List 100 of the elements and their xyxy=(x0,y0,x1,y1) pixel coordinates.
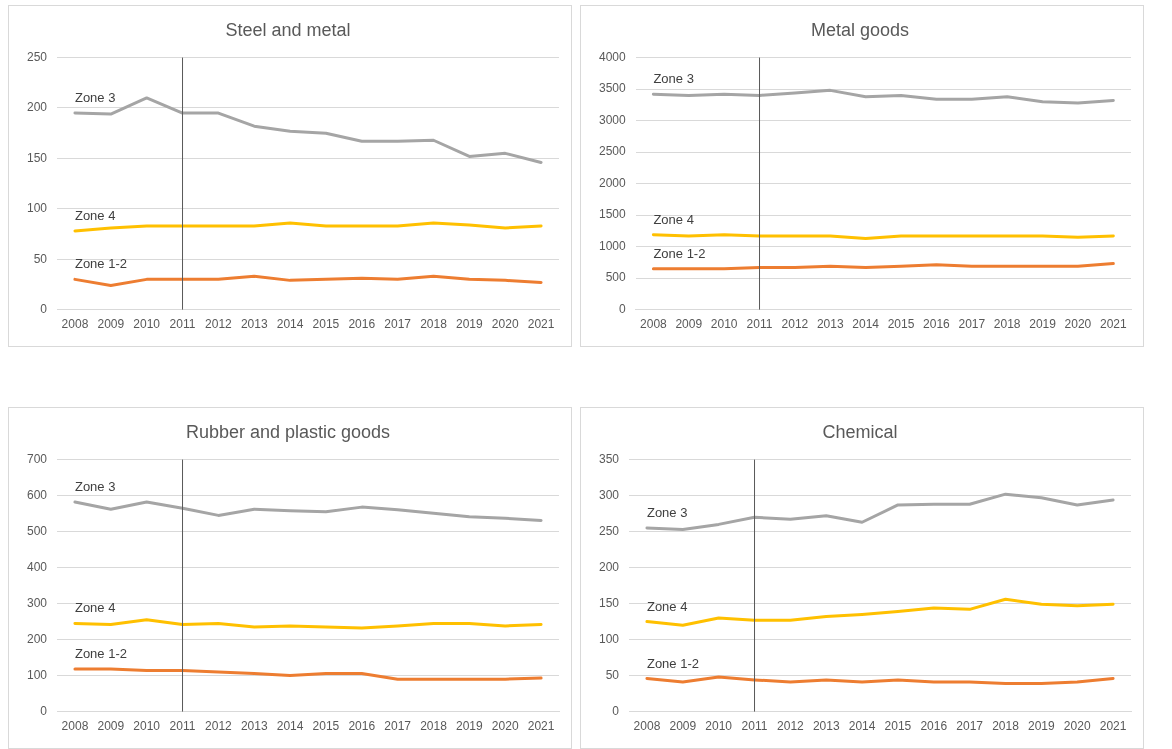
x-tick-label: 2011 xyxy=(169,719,196,734)
y-tick-label: 600 xyxy=(26,487,48,502)
x-tick-label: 2020 xyxy=(491,719,519,734)
y-tick-label: 350 xyxy=(598,451,620,466)
x-tick-label: 2019 xyxy=(1028,719,1056,734)
y-tick-label: 0 xyxy=(612,703,620,718)
x-tick-label: 2011 xyxy=(169,317,196,332)
x-tick-label: 2010 xyxy=(705,719,733,734)
x-tick-label: 2021 xyxy=(1099,317,1127,332)
series-label: Zone 4 xyxy=(74,600,116,616)
y-tick-label: 400 xyxy=(26,559,48,574)
x-tick-label: 2016 xyxy=(348,719,376,734)
series-label: Zone 3 xyxy=(74,479,116,495)
y-tick-label: 250 xyxy=(598,523,620,538)
y-tick-label: 3500 xyxy=(598,81,627,96)
series-label: Zone 1-2 xyxy=(74,256,127,272)
x-tick-label: 2015 xyxy=(312,317,340,332)
x-tick-label: 2008 xyxy=(633,719,661,734)
x-tick-label: 2009 xyxy=(97,719,125,734)
series-label: Zone 3 xyxy=(74,90,116,106)
y-tick-label: 100 xyxy=(26,667,48,682)
x-tick-label: 2020 xyxy=(1064,317,1092,332)
x-tick-label: 2013 xyxy=(240,317,268,332)
x-tick-label: 2017 xyxy=(384,317,412,332)
y-tick-label: 2000 xyxy=(598,175,627,190)
series-label: Zone 3 xyxy=(646,505,688,521)
x-tick-label: 2014 xyxy=(852,317,880,332)
y-tick-label: 4000 xyxy=(598,49,627,64)
x-tick-label: 2012 xyxy=(205,317,233,332)
y-tick-label: 150 xyxy=(598,595,620,610)
x-tick-label: 2021 xyxy=(527,317,555,332)
x-tick-label: 2011 xyxy=(741,719,768,734)
x-tick-label: 2019 xyxy=(1029,317,1057,332)
chart-title: Metal goods xyxy=(810,19,910,40)
x-tick-label: 2008 xyxy=(61,317,89,332)
series-label: Zone 4 xyxy=(646,598,688,614)
x-tick-label: 2010 xyxy=(133,719,161,734)
series-label: Zone 3 xyxy=(653,71,694,87)
x-tick-label: 2015 xyxy=(884,719,912,734)
x-tick-label: 2014 xyxy=(276,317,304,332)
y-tick-label: 1000 xyxy=(598,238,627,253)
y-tick-label: 200 xyxy=(26,631,48,646)
x-tick-label: 2018 xyxy=(420,317,448,332)
x-tick-label: 2018 xyxy=(993,317,1021,332)
x-tick-label: 2013 xyxy=(240,719,268,734)
x-tick-label: 2010 xyxy=(710,317,738,332)
series-label: Zone 4 xyxy=(74,208,116,224)
y-tick-label: 200 xyxy=(598,559,620,574)
chart-title: Rubber and plastic goods xyxy=(185,421,391,442)
x-tick-label: 2016 xyxy=(920,719,948,734)
x-tick-label: 2011 xyxy=(746,317,773,332)
x-tick-label: 2019 xyxy=(456,719,484,734)
x-tick-label: 2017 xyxy=(956,719,984,734)
x-tick-label: 2012 xyxy=(205,719,233,734)
y-tick-label: 300 xyxy=(26,595,48,610)
x-tick-label: 2017 xyxy=(958,317,986,332)
x-tick-label: 2012 xyxy=(777,719,805,734)
y-tick-label: 500 xyxy=(26,523,48,538)
x-tick-label: 2020 xyxy=(1063,719,1091,734)
y-tick-label: 0 xyxy=(619,301,627,316)
x-tick-label: 2008 xyxy=(61,719,89,734)
y-tick-label: 500 xyxy=(605,270,627,285)
y-tick-label: 150 xyxy=(26,150,48,165)
x-tick-label: 2016 xyxy=(348,317,376,332)
x-tick-label: 2009 xyxy=(675,317,703,332)
x-tick-label: 2021 xyxy=(527,719,555,734)
x-tick-label: 2014 xyxy=(276,719,304,734)
y-tick-label: 0 xyxy=(40,301,48,316)
y-tick-label: 200 xyxy=(26,100,48,115)
x-tick-label: 2013 xyxy=(816,317,844,332)
x-tick-label: 2010 xyxy=(133,317,161,332)
x-tick-label: 2016 xyxy=(923,317,951,332)
y-tick-label: 50 xyxy=(33,251,48,266)
y-tick-label: 0 xyxy=(40,703,48,718)
y-tick-label: 1500 xyxy=(598,207,627,222)
y-tick-label: 100 xyxy=(598,631,620,646)
series-label: Zone 1-2 xyxy=(74,646,127,662)
x-tick-label: 2009 xyxy=(97,317,125,332)
x-tick-label: 2015 xyxy=(887,317,915,332)
x-tick-label: 2020 xyxy=(491,317,519,332)
y-tick-label: 3000 xyxy=(598,112,627,127)
series-label: Zone 1-2 xyxy=(653,245,706,261)
x-tick-label: 2013 xyxy=(812,719,840,734)
x-tick-label: 2008 xyxy=(640,317,668,332)
x-tick-label: 2009 xyxy=(669,719,697,734)
x-tick-label: 2021 xyxy=(1099,719,1127,734)
x-tick-label: 2014 xyxy=(848,719,876,734)
chart-title: Chemical xyxy=(822,421,898,442)
y-tick-label: 700 xyxy=(26,451,48,466)
x-tick-label: 2015 xyxy=(312,719,340,734)
y-tick-label: 300 xyxy=(598,487,620,502)
y-tick-label: 100 xyxy=(26,201,48,216)
y-tick-label: 2500 xyxy=(598,144,627,159)
x-tick-label: 2017 xyxy=(384,719,412,734)
x-tick-label: 2012 xyxy=(781,317,809,332)
y-tick-label: 250 xyxy=(26,49,48,64)
x-tick-label: 2019 xyxy=(456,317,484,332)
series-label: Zone 4 xyxy=(653,211,694,227)
x-tick-label: 2018 xyxy=(992,719,1020,734)
y-tick-label: 50 xyxy=(605,667,620,682)
